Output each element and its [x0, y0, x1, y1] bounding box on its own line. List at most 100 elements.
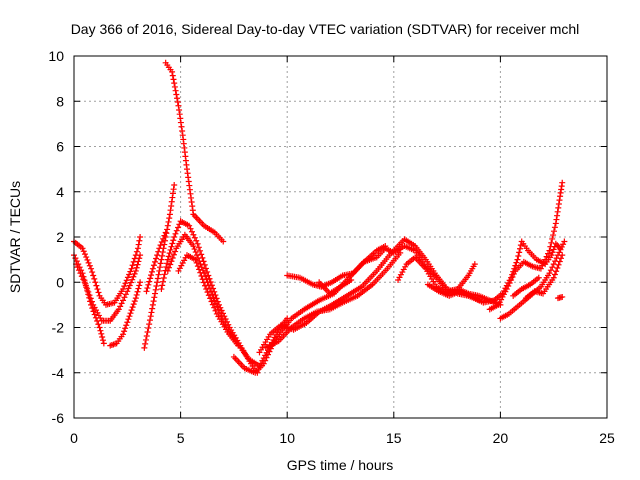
data-point	[156, 267, 163, 274]
data-point	[208, 288, 215, 295]
data-point	[127, 279, 134, 286]
y-tick-label: 2	[56, 229, 64, 245]
series-pass-21	[522, 252, 566, 302]
data-point	[150, 262, 157, 269]
data-point	[553, 268, 560, 275]
data-point	[134, 261, 141, 268]
series-pass-10	[175, 252, 242, 349]
data-point	[144, 329, 151, 336]
data-point	[549, 249, 556, 256]
data-point	[197, 247, 204, 254]
data-point	[202, 265, 209, 272]
data-point	[146, 317, 153, 324]
data-point	[126, 271, 133, 278]
data-point	[128, 265, 135, 272]
data-point	[144, 285, 151, 292]
data-point	[154, 279, 161, 286]
data-point	[160, 275, 167, 282]
plot-frame	[73, 55, 608, 419]
data-point	[175, 102, 182, 109]
data-point	[169, 72, 176, 79]
data-point	[164, 260, 171, 267]
data-point	[156, 264, 163, 271]
grid-lines	[74, 56, 607, 418]
data-point	[131, 270, 138, 277]
data-point	[141, 344, 148, 351]
data-point	[145, 281, 152, 288]
data-point	[124, 319, 131, 326]
data-point	[166, 215, 173, 222]
data-point	[133, 264, 140, 271]
data-point	[80, 276, 87, 283]
data-point	[121, 283, 128, 290]
data-point	[552, 220, 559, 227]
data-point	[539, 262, 546, 269]
data-point	[93, 282, 100, 289]
data-point	[151, 294, 158, 301]
data-point	[200, 279, 207, 286]
data-point	[508, 276, 515, 283]
data-point	[134, 288, 141, 295]
data-point	[513, 259, 520, 266]
data-point	[91, 275, 98, 282]
data-point	[87, 295, 94, 302]
x-tick-label: 15	[386, 430, 402, 446]
data-point	[546, 247, 553, 254]
data-point	[176, 111, 183, 118]
data-point	[217, 309, 224, 316]
data-point	[127, 268, 134, 275]
data-point	[88, 298, 95, 305]
data-point	[190, 243, 197, 250]
data-point	[129, 262, 136, 269]
series-pass-7	[162, 59, 227, 245]
data-point	[147, 313, 154, 320]
data-point	[542, 256, 549, 263]
data-point	[186, 222, 193, 229]
series-pass-18	[486, 179, 566, 313]
data-point	[204, 289, 211, 296]
data-point	[210, 294, 217, 301]
data-point	[120, 286, 127, 293]
data-point	[205, 292, 212, 299]
series-pass-17	[424, 238, 564, 306]
data-point	[131, 298, 138, 305]
data-point	[152, 286, 159, 293]
data-point	[81, 279, 88, 286]
data-point	[122, 325, 129, 332]
data-point	[95, 321, 102, 328]
data-point	[176, 106, 183, 113]
data-point	[85, 288, 92, 295]
data-point	[206, 285, 213, 292]
data-point	[123, 322, 130, 329]
data-point	[172, 230, 179, 237]
data-point	[212, 307, 219, 314]
data-point	[84, 256, 91, 263]
data-point	[95, 289, 102, 296]
data-point	[143, 288, 150, 295]
data-point	[167, 261, 174, 268]
data-point	[207, 295, 214, 302]
data-point	[203, 286, 210, 293]
data-point	[516, 249, 523, 256]
data-point	[193, 259, 200, 266]
data-point	[191, 234, 198, 241]
data-point	[166, 264, 173, 271]
data-point	[213, 300, 220, 307]
data-point	[545, 250, 552, 257]
data-point	[558, 243, 565, 250]
data-point	[164, 222, 171, 229]
data-point	[127, 310, 134, 317]
data-point	[81, 251, 88, 258]
data-point	[560, 241, 567, 248]
data-point	[125, 285, 132, 292]
data-point	[73, 258, 80, 265]
data-point	[205, 272, 212, 279]
data-point	[558, 255, 565, 262]
data-point	[171, 234, 178, 240]
data-point	[169, 240, 176, 247]
data-point	[126, 313, 133, 320]
data-point	[550, 246, 557, 253]
data-point	[551, 228, 558, 235]
data-point	[117, 303, 124, 310]
data-point	[198, 272, 205, 279]
